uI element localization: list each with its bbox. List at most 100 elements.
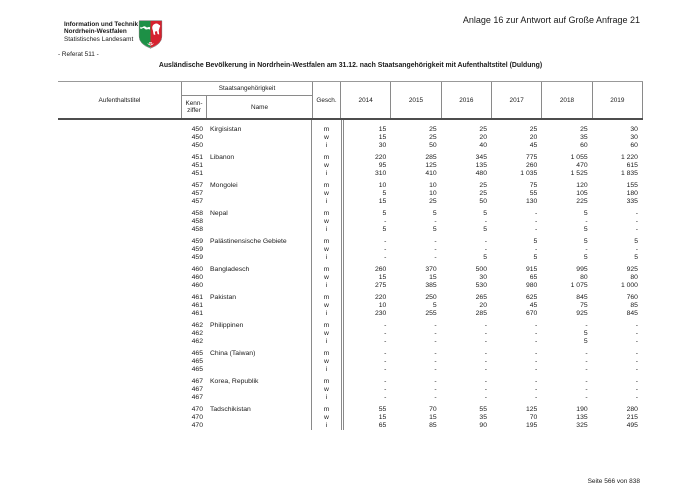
cell-value: 1 525 xyxy=(570,170,588,178)
cell-value: 15 xyxy=(429,273,437,281)
cell-value: 530 xyxy=(475,282,487,290)
cell-country-name xyxy=(207,338,312,346)
cell-value: 80 xyxy=(630,273,638,281)
table-row: 470 w 15 15 35 70 135 215 xyxy=(58,414,643,422)
country-group: 470 Tadschikistan m 55 70 55 125 190 280 470 w 15 15… xyxy=(58,406,643,431)
cell-value: - xyxy=(585,349,588,357)
cell-value: 265 xyxy=(475,293,487,301)
cell-value: 25 xyxy=(429,134,437,142)
cell-value: 345 xyxy=(475,153,487,161)
col-header-kennziffer-line1: Kenn- xyxy=(185,100,203,107)
country-group: 459 Palästinensische Gebiete m - - -5 5 5 459 w - -… xyxy=(58,238,643,263)
table-row: 465 China (Taiwan) m - - - - - - xyxy=(58,350,643,358)
table-row: 470 Tadschikistan m 55 70 55 125 190 280 xyxy=(58,406,643,414)
cell-value: 1 835 xyxy=(620,170,638,178)
cell-value: - xyxy=(434,237,437,245)
cell-value: - xyxy=(535,338,538,346)
country-group: 467 Korea, Republik m - - - - - -467 w - - - - - -467 i -… xyxy=(58,378,643,403)
cell-value: - xyxy=(585,321,588,329)
cell-kennziffer: 458 xyxy=(191,226,203,234)
cell-value: 5 xyxy=(382,190,387,198)
cell-value: 220 xyxy=(374,293,387,301)
cell-country-name xyxy=(207,414,312,422)
cell-aufenthaltstitel xyxy=(58,358,182,366)
cell-value: 215 xyxy=(626,413,638,421)
cell-kennziffer: 467 xyxy=(191,393,203,401)
cell-geschlecht: i xyxy=(325,170,328,178)
cell-country-name xyxy=(207,274,312,282)
table-row: 458 w - - - - - - xyxy=(58,218,643,226)
cell-value: 275 xyxy=(374,282,387,290)
cell-value: - xyxy=(484,366,487,373)
cell-value: 25 xyxy=(479,190,487,198)
table-row: 457 w 5 10 25 55 105 180 xyxy=(58,190,643,198)
cell-value: - xyxy=(585,246,588,253)
cell-value: 285 xyxy=(425,153,437,161)
cell-value: 80 xyxy=(580,273,588,281)
cell-geschlecht: w xyxy=(324,413,329,421)
cell-value: - xyxy=(635,209,638,217)
cell-aufenthaltstitel xyxy=(58,210,182,218)
cell-value: 130 xyxy=(525,198,538,206)
country-group: 450 Kirgisistan m 15 25 25 25 25 30 450 w 15 25 20 20 3… xyxy=(58,126,643,151)
cell-value: 5 xyxy=(483,226,487,234)
cell-value: 760 xyxy=(626,293,638,301)
cell-value: 75 xyxy=(529,181,538,189)
cell-kennziffer: 461 xyxy=(191,310,203,318)
col-header-year: 2017 xyxy=(492,82,543,118)
cell-value: 20 xyxy=(479,134,487,142)
cell-geschlecht: i xyxy=(325,310,328,318)
cell-value: 125 xyxy=(425,162,437,170)
cell-value: 90 xyxy=(479,421,487,429)
cell-geschlecht: i xyxy=(325,421,328,429)
cell-value: 385 xyxy=(425,282,437,290)
table-row: 459 Palästinensische Gebiete m - - - 5 5 5 xyxy=(58,238,643,246)
cell-value: - xyxy=(434,377,437,385)
cell-value: - xyxy=(585,218,588,226)
cell-value: 915 xyxy=(525,265,538,273)
cell-value: - xyxy=(434,254,437,262)
cell-value: - xyxy=(535,321,538,329)
cell-kennziffer: 462 xyxy=(191,329,203,337)
cell-country-name: Korea, Republik xyxy=(210,377,259,385)
table-row: 460 Bangladesch m 260 370 500 915 995 925 xyxy=(58,266,643,274)
cell-value: 55 xyxy=(529,190,538,198)
cell-value: 30 xyxy=(630,134,638,142)
cell-country-name xyxy=(207,302,312,310)
cell-country-name xyxy=(207,310,312,318)
cell-value: - xyxy=(535,329,538,337)
cell-aufenthaltstitel xyxy=(58,350,182,358)
cell-value: 5 xyxy=(583,209,588,217)
cell-geschlecht: w xyxy=(324,246,329,253)
cell-value: 65 xyxy=(378,421,387,429)
cell-geschlecht: i xyxy=(325,282,328,290)
cell-value: 10 xyxy=(378,181,387,189)
cell-country-name xyxy=(207,190,312,198)
cell-value: - xyxy=(434,366,437,373)
cell-value: 5 xyxy=(483,209,487,217)
cell-value: 60 xyxy=(580,142,588,150)
cell-value: 65 xyxy=(529,273,538,281)
cell-value: 335 xyxy=(626,198,638,206)
table-row: 467 Korea, Republik m - - - - - - xyxy=(58,378,643,386)
cell-value: - xyxy=(434,393,437,401)
country-group: 460 Bangladesch m 260 370 500 915 995 925 460 w 15 1… xyxy=(58,266,643,291)
col-header-geschlecht: Gesch. xyxy=(312,82,341,118)
cell-value: - xyxy=(434,357,437,365)
cell-value: - xyxy=(484,338,487,346)
cell-kennziffer: 470 xyxy=(191,421,203,429)
cell-value: 70 xyxy=(529,413,538,421)
cell-geschlecht: i xyxy=(325,254,328,262)
cell-value: 495 xyxy=(626,421,638,429)
cell-kennziffer: 458 xyxy=(191,209,203,217)
cell-value: - xyxy=(585,377,588,385)
cell-country-name xyxy=(207,246,312,254)
cell-value: 670 xyxy=(525,310,538,318)
cell-value: 55 xyxy=(378,405,387,413)
cell-value: 220 xyxy=(374,153,387,161)
cell-value: 120 xyxy=(576,181,588,189)
cell-value: 5 xyxy=(583,329,588,337)
cell-aufenthaltstitel xyxy=(58,246,182,254)
col-header-year: 2016 xyxy=(442,82,492,118)
col-header-year: 2019 xyxy=(593,82,643,118)
